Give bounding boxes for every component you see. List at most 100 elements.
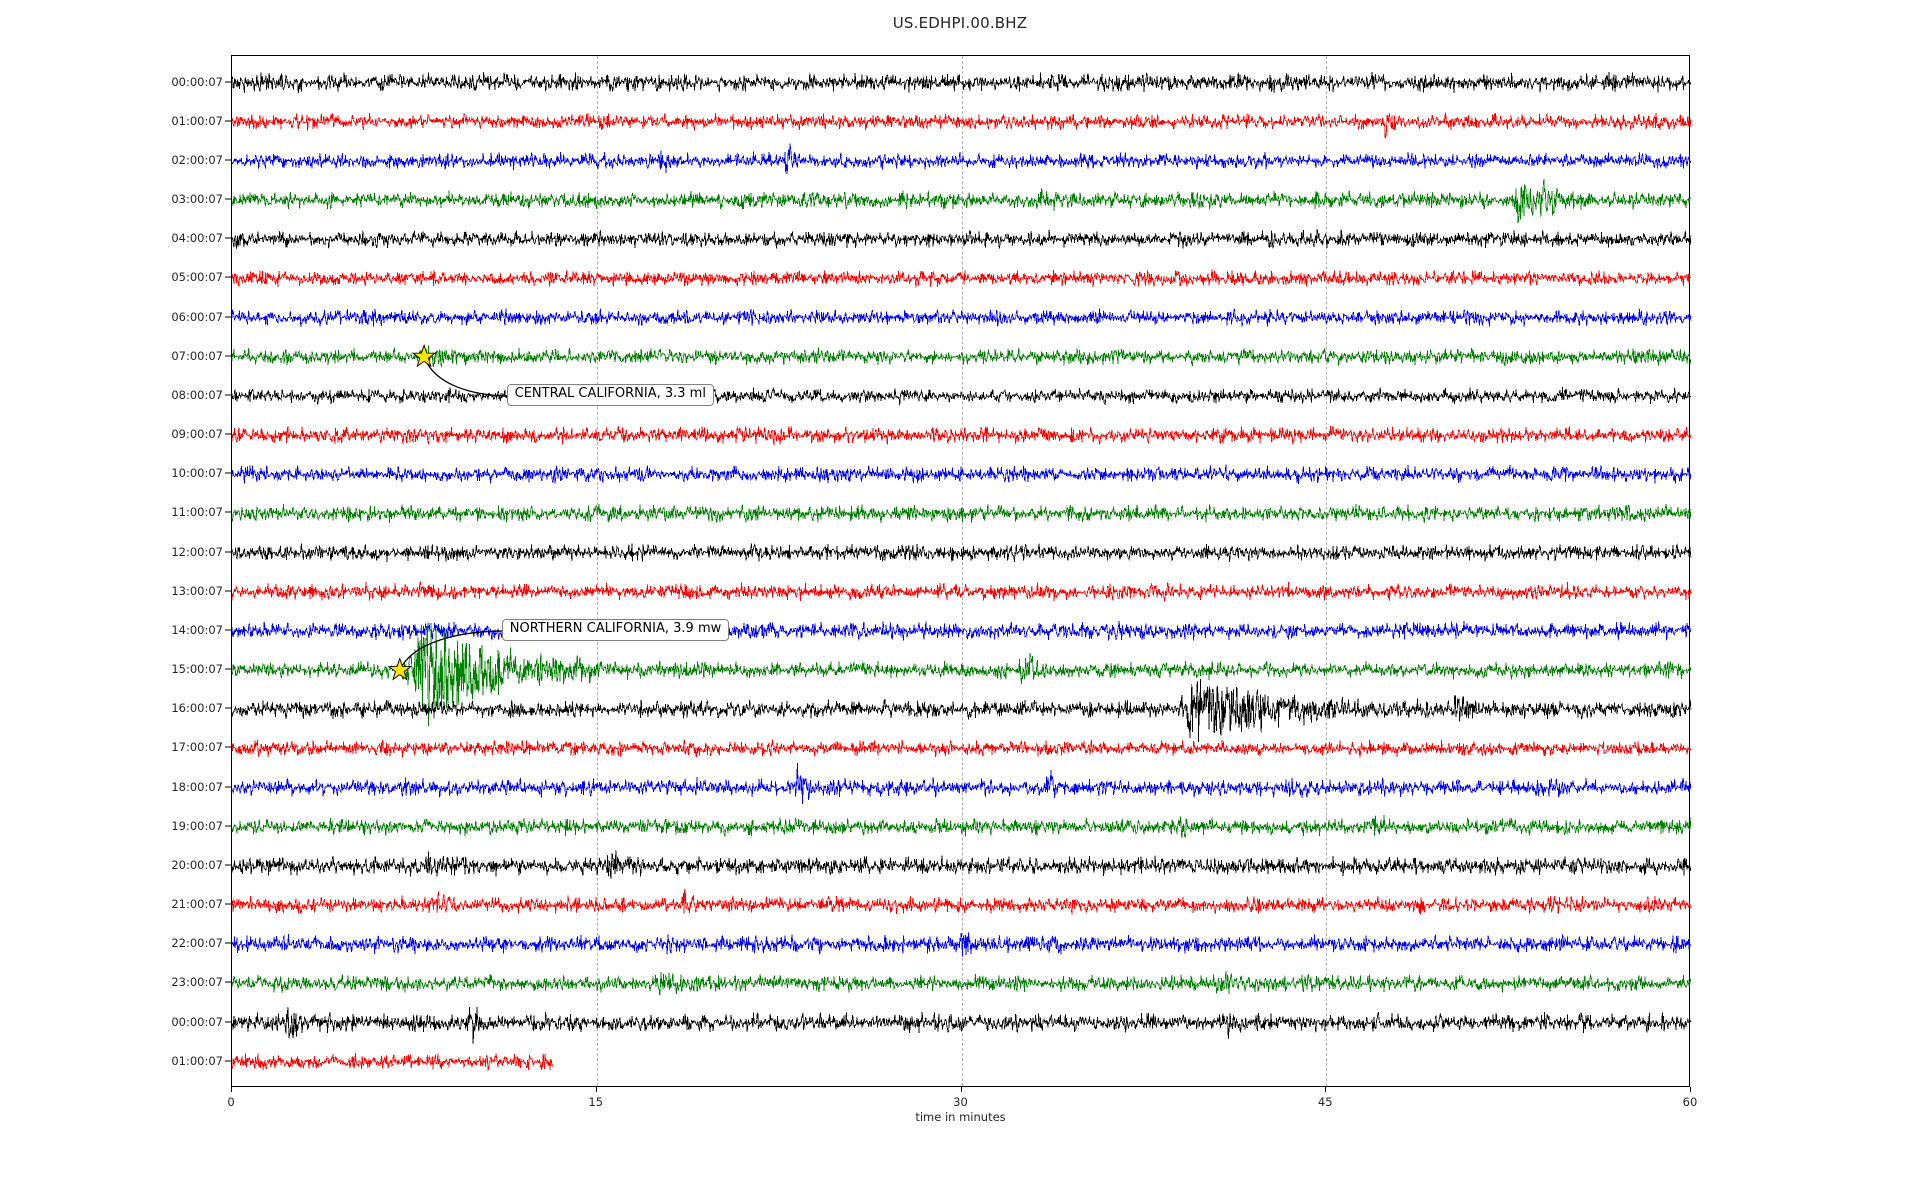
y-tick-label-row-8: 08:00:07 <box>171 387 223 402</box>
y-tick-mark-row-0 <box>225 81 231 83</box>
event-star-central-california[interactable] <box>411 343 437 368</box>
trace-15 <box>231 622 1692 726</box>
y-tick-label-row-14: 14:00:07 <box>171 622 223 637</box>
trace-4 <box>231 229 1692 250</box>
y-tick-mark-row-20 <box>225 864 231 866</box>
y-tick-mark-row-5 <box>225 276 231 278</box>
trace-0 <box>231 71 1692 94</box>
y-tick-label-row-12: 12:00:07 <box>171 544 223 559</box>
trace-18 <box>231 763 1692 804</box>
y-tick-label-row-0: 00:00:07 <box>171 74 223 89</box>
gridlines <box>232 56 1689 1086</box>
x-tick-mark-30 <box>960 1087 962 1092</box>
trace-10 <box>231 464 1692 485</box>
y-tick-label-row-2: 02:00:07 <box>171 152 223 167</box>
y-tick-mark-row-16 <box>225 707 231 709</box>
trace-25 <box>231 1052 553 1071</box>
y-tick-mark-row-7 <box>225 355 231 357</box>
y-tick-mark-row-13 <box>225 590 231 592</box>
gridline-x-15 <box>596 56 598 1086</box>
y-tick-mark-row-18 <box>225 786 231 788</box>
y-tick-mark-row-3 <box>225 198 231 200</box>
trace-12 <box>231 542 1692 563</box>
y-tick-mark-row-25 <box>225 1060 231 1062</box>
y-tick-label-row-22: 22:00:07 <box>171 936 223 951</box>
y-tick-mark-row-22 <box>225 942 231 944</box>
y-tick-label-row-18: 18:00:07 <box>171 779 223 794</box>
trace-13 <box>231 581 1692 602</box>
x-tick-label-45: 45 <box>1317 1095 1333 1109</box>
y-tick-mark-row-9 <box>225 433 231 435</box>
trace-14 <box>231 620 1692 641</box>
y-tick-mark-row-17 <box>225 746 231 748</box>
annotation-connector-1 <box>399 630 507 671</box>
annotation-central-california[interactable]: CENTRAL CALIFORNIA, 3.3 ml <box>506 383 714 406</box>
trace-21 <box>231 888 1692 915</box>
y-tick-mark-row-23 <box>225 981 231 983</box>
x-tick-mark-0 <box>231 1087 232 1092</box>
y-tick-mark-row-15 <box>225 668 231 670</box>
y-tick-mark-row-1 <box>225 120 231 122</box>
y-tick-label-row-24: 00:00:07 <box>171 1014 223 1029</box>
trace-22 <box>231 932 1692 957</box>
event-star-northern-california[interactable] <box>387 657 413 681</box>
y-tick-mark-row-12 <box>225 551 231 553</box>
trace-16 <box>231 678 1692 742</box>
y-tick-label-row-3: 03:00:07 <box>171 192 223 207</box>
trace-20 <box>231 849 1692 880</box>
trace-23 <box>231 970 1692 996</box>
x-tick-mark-45 <box>1325 1087 1327 1092</box>
y-tick-mark-row-4 <box>225 237 231 239</box>
page-title: US.EDHPI.00.BHZ <box>892 14 1028 32</box>
trace-5 <box>231 269 1692 288</box>
trace-24 <box>231 1006 1692 1044</box>
y-tick-label-row-5: 05:00:07 <box>171 270 223 285</box>
trace-6 <box>231 308 1692 327</box>
y-tick-label-row-23: 23:00:07 <box>171 975 223 990</box>
y-tick-label-row-10: 10:00:07 <box>171 466 223 481</box>
y-tick-mark-row-19 <box>225 825 231 827</box>
gridline-x-45 <box>1326 56 1328 1086</box>
trace-19 <box>231 815 1692 839</box>
y-tick-mark-row-14 <box>225 629 231 631</box>
annotation-northern-california[interactable]: NORTHERN CALIFORNIA, 3.9 mw <box>501 618 730 641</box>
y-tick-label-row-6: 06:00:07 <box>171 309 223 324</box>
y-tick-mark-row-11 <box>225 511 231 513</box>
y-tick-label-row-11: 11:00:07 <box>171 505 223 520</box>
trace-9 <box>231 425 1692 446</box>
annotation-vectors <box>387 343 512 681</box>
y-tick-label-row-17: 17:00:07 <box>171 740 223 755</box>
y-tick-label-row-25: 01:00:07 <box>171 1053 223 1068</box>
marker-annotation-layer <box>232 56 1689 1086</box>
x-axis-label: time in minutes <box>915 1110 1006 1124</box>
x-tick-label-60: 60 <box>1682 1095 1698 1109</box>
trace-3 <box>231 179 1692 224</box>
y-tick-mark-row-24 <box>225 1021 231 1023</box>
y-tick-label-row-16: 16:00:07 <box>171 701 223 716</box>
y-tick-label-row-4: 04:00:07 <box>171 231 223 246</box>
y-tick-mark-row-2 <box>225 159 231 161</box>
trace-17 <box>231 739 1692 758</box>
y-tick-mark-row-6 <box>225 316 231 318</box>
y-tick-mark-row-8 <box>225 394 231 396</box>
trace-1 <box>231 112 1692 140</box>
y-tick-label-row-13: 13:00:07 <box>171 583 223 598</box>
x-tick-label-15: 15 <box>588 1095 604 1109</box>
gridline-x-30 <box>961 56 963 1086</box>
y-tick-label-row-19: 19:00:07 <box>171 818 223 833</box>
y-tick-mark-row-21 <box>225 903 231 905</box>
trace-layer <box>231 56 1692 1086</box>
plot-axes[interactable] <box>231 55 1692 1087</box>
annotation-connector-0 <box>423 356 512 397</box>
y-tick-label-row-20: 20:00:07 <box>171 857 223 872</box>
x-tick-mark-60 <box>1690 1087 1691 1092</box>
seismogram-traces <box>231 71 1692 1071</box>
y-tick-label-row-9: 09:00:07 <box>171 427 223 442</box>
y-tick-label-row-7: 07:00:07 <box>171 348 223 363</box>
y-tick-label-row-21: 21:00:07 <box>171 897 223 912</box>
trace-7 <box>231 345 1692 368</box>
x-tick-mark-15 <box>595 1087 597 1092</box>
x-tick-label-0: 0 <box>227 1095 235 1109</box>
trace-11 <box>231 503 1692 524</box>
